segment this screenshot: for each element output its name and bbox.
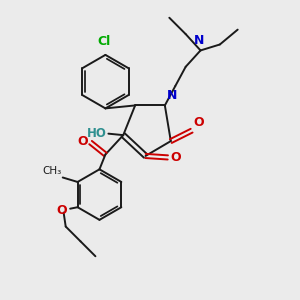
Text: O: O	[194, 116, 204, 129]
Text: N: N	[167, 89, 177, 102]
Text: Cl: Cl	[97, 35, 111, 48]
Text: O: O	[77, 135, 88, 148]
Text: N: N	[194, 34, 204, 47]
Text: O: O	[57, 204, 67, 217]
Text: HO: HO	[87, 127, 107, 140]
Text: CH₃: CH₃	[42, 166, 61, 176]
Text: O: O	[170, 151, 181, 164]
